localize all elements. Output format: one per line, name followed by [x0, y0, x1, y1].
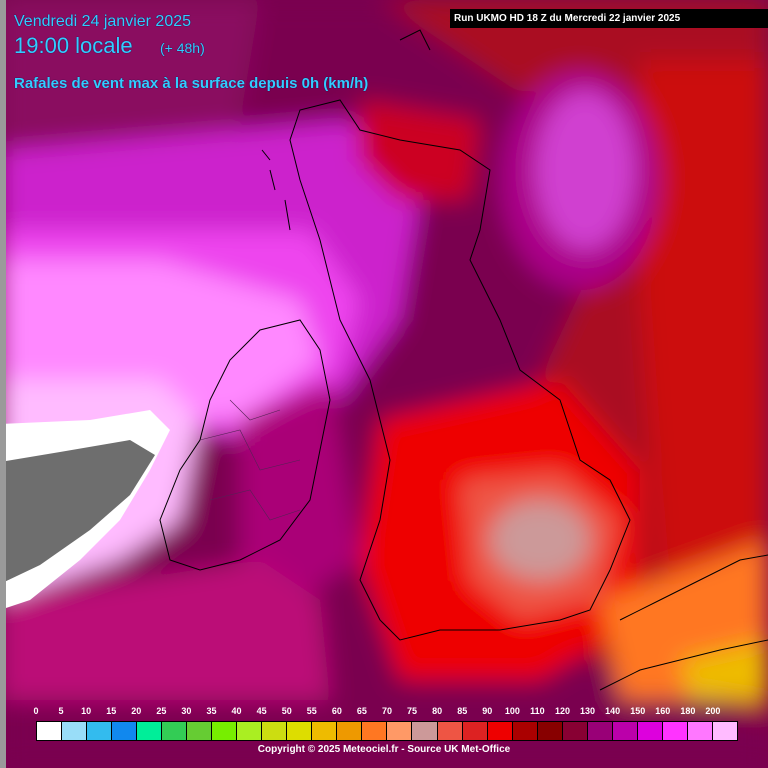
legend-label: 5: [58, 706, 64, 716]
legend-label: 20: [131, 706, 142, 716]
legend-swatch: [512, 722, 538, 740]
copyright-text: Copyright © 2025 Meteociel.fr - Source U…: [257, 744, 511, 755]
legend-swatch: [112, 722, 138, 740]
legend-swatch: [237, 722, 263, 740]
legend-swatch: [712, 722, 737, 740]
legend-label: 35: [206, 706, 217, 716]
legend-swatch: [162, 722, 188, 740]
legend-label: 130: [580, 706, 596, 716]
legend-swatch: [562, 722, 588, 740]
legend-label: 140: [605, 706, 621, 716]
legend-label: 55: [306, 706, 317, 716]
legend-label: 40: [231, 706, 242, 716]
legend-swatch: [212, 722, 238, 740]
legend-label: 90: [482, 706, 493, 716]
legend-label: 150: [630, 706, 646, 716]
legend-label: 45: [256, 706, 267, 716]
legend-swatch: [62, 722, 88, 740]
legend-label: 30: [181, 706, 192, 716]
legend-swatch: [437, 722, 463, 740]
legend-swatch: [37, 722, 63, 740]
legend-swatch: [387, 722, 413, 740]
legend-swatch: [587, 722, 613, 740]
legend-label: 15: [106, 706, 117, 716]
legend-label: 100: [504, 706, 520, 716]
legend-swatch: [362, 722, 388, 740]
legend-label: 0: [33, 706, 39, 716]
legend-swatch: [487, 722, 513, 740]
legend-swatch: [637, 722, 663, 740]
legend-label: 180: [680, 706, 696, 716]
legend-label: 110: [530, 706, 545, 716]
legend-swatch: [537, 722, 563, 740]
legend-label: 85: [457, 706, 468, 716]
legend-label: 65: [356, 706, 367, 716]
legend-labels: 0 5 10 15 20 25 30 35 40 45 50 55 60 65 70 75 80 85 90 100 1…: [33, 706, 738, 719]
legend-swatch: [337, 722, 363, 740]
legend-label: 50: [281, 706, 292, 716]
legend-swatch: [462, 722, 488, 740]
legend-label: 80: [432, 706, 443, 716]
legend-label: 75: [407, 706, 418, 716]
legend-swatch: [662, 722, 688, 740]
legend-swatch: [687, 722, 713, 740]
legend-swatch: [312, 722, 338, 740]
legend-swatch: [137, 722, 163, 740]
forecast-date: Vendredi 24 janvier 2025: [14, 13, 192, 30]
legend-label: 200: [705, 706, 721, 716]
legend-color-bar: [36, 721, 738, 741]
legend-swatch: [262, 722, 288, 740]
legend-swatch: [87, 722, 113, 740]
forecast-offset: (+ 48h): [160, 40, 205, 56]
legend-label: 25: [156, 706, 167, 716]
legend-label: 70: [381, 706, 393, 716]
color-legend: 0 5 10 15 20 25 30 35 40 45 50 55 60 65 70 75 80 85 90 100 1…: [33, 706, 738, 741]
legend-label: 60: [331, 706, 342, 716]
legend-swatch: [412, 722, 438, 740]
run-info-banner: Run UKMO HD 18 Z du Mercredi 22 janvier …: [450, 9, 768, 28]
legend-label: 120: [554, 706, 571, 716]
legend-swatch: [287, 722, 313, 740]
legend-label: 10: [81, 706, 92, 716]
forecast-time: 19:00 locale: [14, 33, 133, 58]
legend-label: 160: [655, 706, 671, 716]
parameter-title: Rafales de vent max à la surface depuis …: [14, 75, 369, 92]
legend-swatch: [612, 722, 638, 740]
left-edge-bar: [0, 0, 6, 768]
legend-swatch: [187, 722, 213, 740]
